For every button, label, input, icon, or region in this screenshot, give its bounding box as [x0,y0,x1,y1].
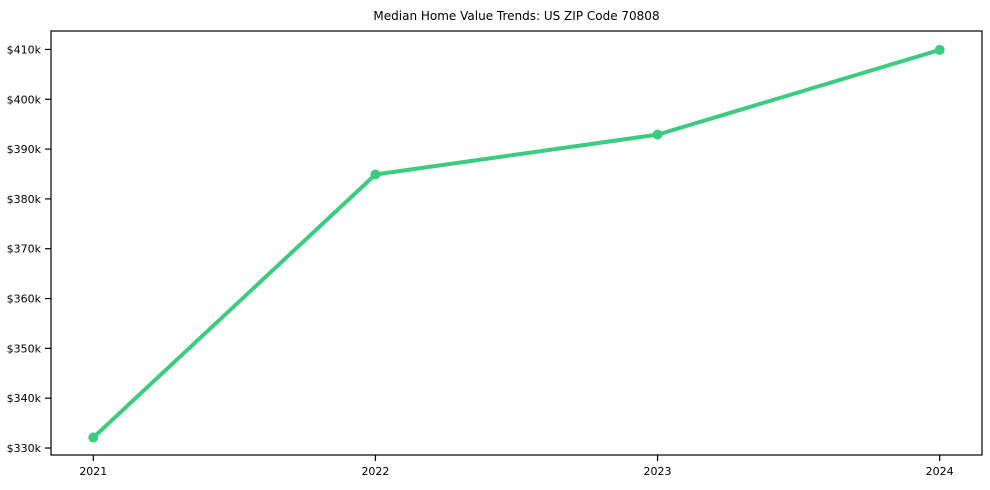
y-tick-label: $380k [7,193,42,206]
data-point-marker [652,129,663,140]
trend-line [91,47,942,440]
y-tick-label: $390k [7,143,42,156]
x-tick-label: 2023 [644,465,672,478]
data-point-marker [934,44,945,55]
y-tick-label: $360k [7,293,42,306]
y-tick-label: $350k [7,342,42,355]
axes-frame [50,30,983,456]
y-tick-label: $400k [7,93,42,106]
y-tick-label: $370k [7,243,42,256]
x-tick-label: 2024 [926,465,954,478]
data-point-marker [370,169,381,180]
x-tick-label: 2021 [79,465,107,478]
plot-area: $330k $340k $350k $360k $370k $380k $390k $400k… [7,30,983,478]
y-tick-label: $340k [7,392,42,405]
x-tick-label: 2022 [361,465,389,478]
y-tick-label: $330k [7,442,42,455]
y-tick-label: $410k [7,43,42,56]
data-point-marker [88,432,99,443]
chart-title: Median Home Value Trends: US ZIP Code 70… [373,9,659,23]
